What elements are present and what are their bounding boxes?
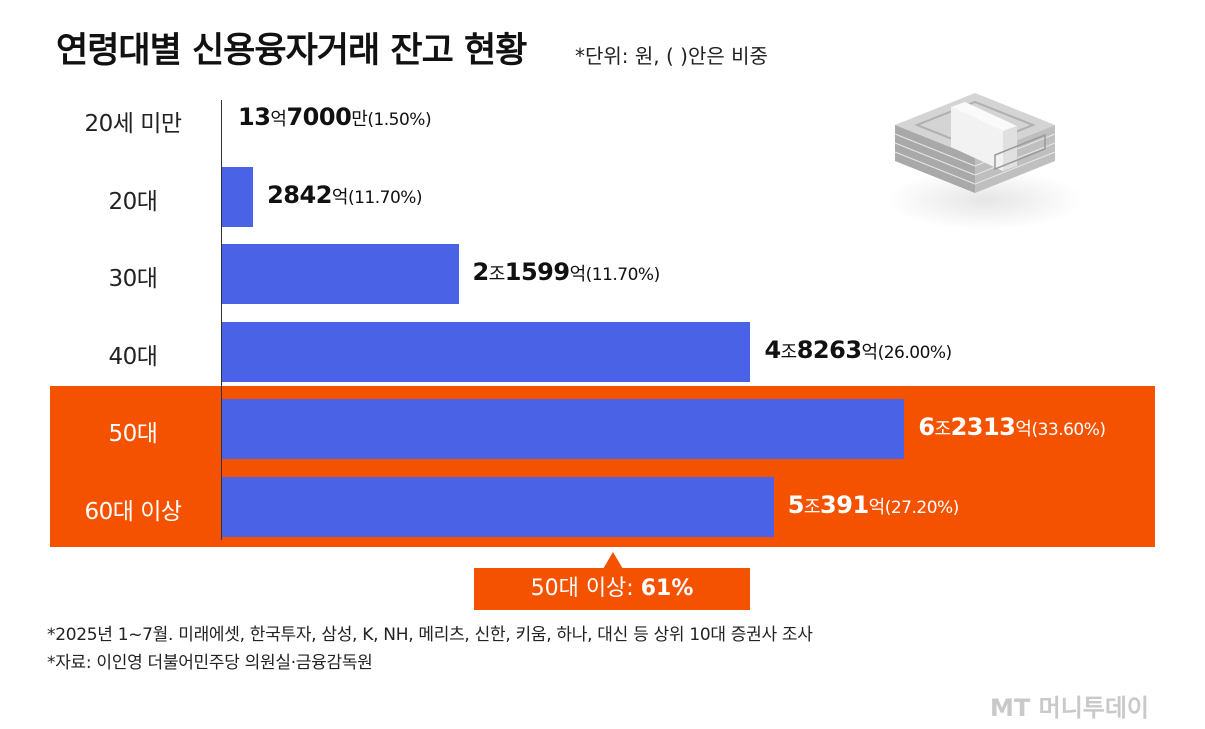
- data-label-part: 억: [331, 186, 349, 208]
- data-label-part: (1.50%): [367, 110, 432, 130]
- callout-prefix: 50대 이상:: [530, 576, 641, 601]
- publisher-logo: MT 머니투데이: [990, 694, 1150, 722]
- bar: [222, 476, 774, 537]
- data-label: 5조391억(27.20%): [787, 490, 960, 519]
- data-label-part: 조: [803, 496, 821, 518]
- y-axis-line: [221, 100, 222, 540]
- data-label-part: (33.60%): [1031, 420, 1106, 440]
- data-label-part: 2: [472, 258, 490, 286]
- data-label-part: 억: [270, 109, 287, 130]
- data-label-part: (11.70%): [347, 187, 423, 208]
- data-label: 13억7000만(1.50%): [238, 103, 432, 131]
- category-label: 20대: [108, 188, 158, 215]
- bar: [222, 244, 459, 304]
- data-label: 6조2313억(33.60%): [918, 413, 1106, 441]
- bar: [222, 321, 751, 382]
- data-label-part: 조: [934, 419, 952, 440]
- footnote-survey: *2025년 1~7월. 미래에셋, 한국투자, 삼성, K, NH, 메리츠,…: [47, 625, 813, 645]
- data-label-part: (26.00%): [877, 342, 953, 363]
- category-label: 20세 미만: [84, 111, 182, 137]
- chart-subtitle: *단위: 원, ( )안은 비중: [575, 44, 768, 68]
- data-label: 2조1599억(11.70%): [472, 258, 661, 286]
- bar: [222, 166, 254, 227]
- data-label-part: 391: [820, 490, 869, 519]
- data-label-part: 5: [787, 490, 805, 519]
- category-label: 60대 이상: [84, 498, 182, 525]
- callout-box: 50대 이상: 61%: [474, 568, 750, 610]
- data-label-part: (27.20%): [884, 497, 960, 518]
- footnote-source: *자료: 이인영 더불어민주당 의원실·금융감독원: [47, 653, 373, 673]
- data-label-part: 억: [1015, 419, 1032, 440]
- data-label-part: 1599: [504, 258, 570, 286]
- data-label-part: 13: [238, 103, 271, 131]
- data-label-part: 만: [351, 109, 368, 130]
- data-label-part: 조: [780, 341, 798, 363]
- data-label-part: 조: [488, 264, 506, 285]
- data-label-part: 8263: [796, 335, 862, 364]
- chart-title: 연령대별 신용융자거래 잔고 현황: [56, 31, 527, 71]
- callout-pointer: [603, 552, 623, 569]
- data-label-part: 7000: [286, 103, 352, 131]
- data-label: 2842억(11.70%): [267, 181, 422, 209]
- data-label-part: 2842: [267, 180, 332, 209]
- data-label: 4조8263억(26.00%): [764, 335, 953, 364]
- bar: [222, 399, 905, 459]
- data-label-part: (11.70%): [585, 265, 661, 285]
- cash-stack-icon: [885, 93, 1085, 230]
- callout-value: 61%: [640, 576, 694, 601]
- data-label-part: 2313: [950, 413, 1016, 441]
- category-label: 30대: [108, 266, 158, 292]
- data-label-part: 억: [861, 341, 879, 363]
- data-label-part: 억: [569, 264, 587, 285]
- category-label: 50대: [108, 421, 158, 447]
- data-label-part: 억: [868, 496, 886, 518]
- data-label-part: 6: [918, 413, 935, 441]
- category-label: 40대: [108, 343, 158, 370]
- data-label-part: 4: [764, 335, 781, 364]
